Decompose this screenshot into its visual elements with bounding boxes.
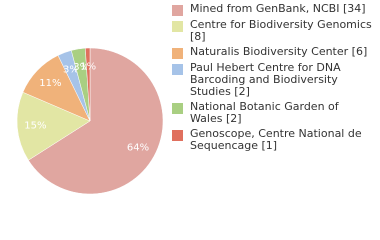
slice-label: 3% [63, 65, 79, 76]
legend-label: Paul Hebert Centre for DNA Barcoding and… [190, 61, 341, 98]
legend-label: Naturalis Biodiversity Center [6] [190, 45, 368, 58]
legend-swatch [172, 64, 183, 75]
legend-swatch [172, 103, 183, 114]
legend-swatch [172, 130, 183, 141]
pie-slice [16, 91, 91, 161]
slice-label: 64% [127, 142, 149, 153]
pie-chart: 64%15%11%3%3%1% [16, 47, 164, 195]
pie-slice [85, 47, 91, 122]
legend-item: Mined from GenBank, NCBI [34] [172, 3, 372, 16]
pie-slice [28, 47, 164, 195]
slice-label: 15% [24, 120, 46, 131]
slice-label: 11% [39, 78, 61, 89]
legend-item: Naturalis Biodiversity Center [6] [172, 46, 372, 59]
legend-item: National Botanic Garden of Wales [2] [172, 101, 372, 125]
legend-item: Genoscope, Centre National de Sequencage… [172, 128, 372, 152]
legend-label: National Botanic Garden of Wales [2] [190, 100, 339, 125]
legend-item: Paul Hebert Centre for DNA Barcoding and… [172, 62, 372, 98]
legend-label: Mined from GenBank, NCBI [34] [190, 2, 366, 15]
legend-label: Genoscope, Centre National de Sequencage… [190, 127, 362, 152]
legend-swatch [172, 21, 183, 32]
slice-label: 1% [80, 61, 96, 72]
legend-item: Centre for Biodiversity Genomics [8] [172, 19, 372, 43]
legend-label: Centre for Biodiversity Genomics [8] [190, 18, 372, 43]
legend-swatch [172, 5, 183, 16]
slice-label: 3% [73, 62, 89, 73]
legend: Mined from GenBank, NCBI [34] Centre for … [172, 3, 372, 155]
legend-swatch [172, 48, 183, 59]
